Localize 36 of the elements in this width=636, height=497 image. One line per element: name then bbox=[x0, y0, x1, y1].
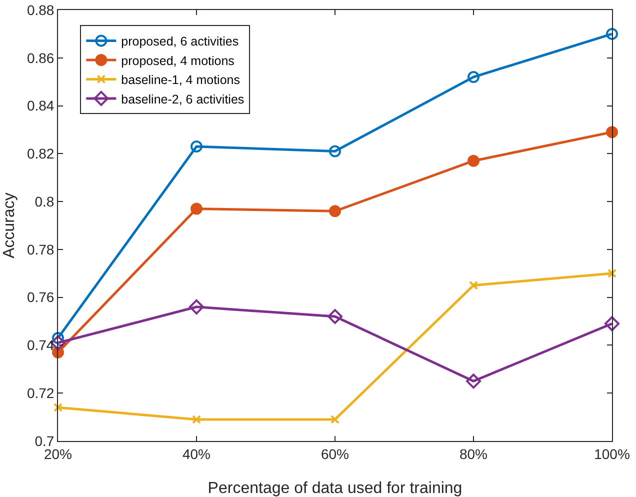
y-tick-label: 0.8 bbox=[34, 193, 54, 210]
point bbox=[606, 28, 618, 40]
point bbox=[328, 308, 342, 324]
point bbox=[468, 71, 480, 84]
legend-label: proposed, 6 activities bbox=[121, 34, 239, 49]
point bbox=[604, 316, 620, 332]
point bbox=[54, 402, 62, 412]
y-tick-label: 0.84 bbox=[26, 98, 54, 114]
point bbox=[192, 414, 201, 424]
point bbox=[468, 154, 480, 167]
legend-label: baseline-2, 6 activities bbox=[121, 92, 244, 106]
y-tick-label: 0.78 bbox=[26, 241, 54, 258]
y-tick-label: 0.76 bbox=[26, 289, 54, 306]
point bbox=[330, 414, 340, 424]
x-tick-label: 80% bbox=[459, 446, 488, 462]
point bbox=[329, 205, 341, 218]
y-tick-label: 0.72 bbox=[26, 385, 54, 402]
x-axis-title: Percentage of data used for training bbox=[208, 480, 462, 497]
legend-label: baseline-1, 4 motions bbox=[121, 73, 240, 88]
y-tick-label: 0.82 bbox=[26, 146, 54, 162]
x-tick-label: 100% bbox=[594, 446, 630, 462]
x-tick-label: 60% bbox=[320, 446, 350, 462]
y-tick-label: 0.86 bbox=[26, 50, 54, 66]
point bbox=[190, 140, 202, 152]
point bbox=[329, 145, 341, 158]
y-axis-title: Accuracy bbox=[0, 192, 18, 258]
point bbox=[189, 299, 204, 314]
legend-label: proposed, 4 motions bbox=[121, 54, 234, 68]
y-tick-label: 0.74 bbox=[26, 337, 54, 354]
x-tick-label: 40% bbox=[182, 446, 211, 462]
point bbox=[606, 126, 618, 138]
point bbox=[469, 280, 478, 290]
point bbox=[466, 374, 481, 389]
point bbox=[190, 202, 202, 215]
y-tick-label: 0.88 bbox=[26, 2, 54, 18]
point bbox=[608, 268, 616, 278]
